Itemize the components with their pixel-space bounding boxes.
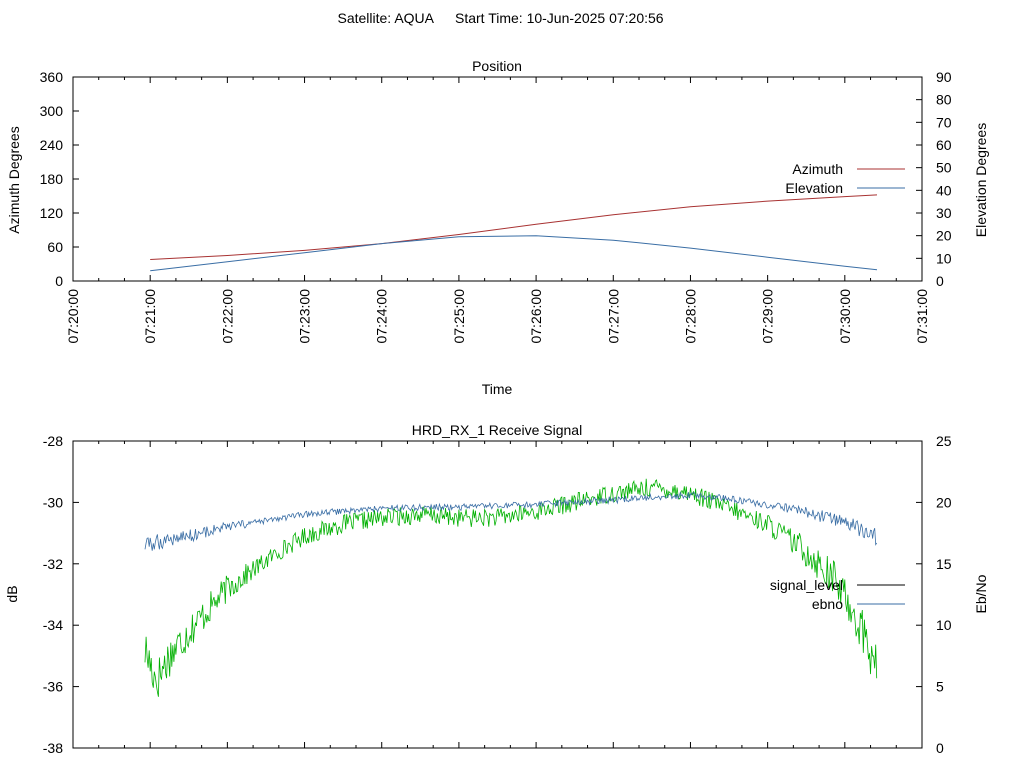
position-legend-azimuth-label: Azimuth bbox=[792, 161, 843, 177]
position-chart: Position Time Azimuth Degrees Elevation … bbox=[6, 58, 989, 397]
position-y-axis-label: Azimuth Degrees bbox=[6, 126, 22, 233]
position-x-tick-label: 07:22:00 bbox=[219, 289, 235, 344]
position-x-tick-label: 07:21:00 bbox=[142, 289, 158, 344]
signal-y2-tick-label: 20 bbox=[936, 494, 952, 510]
signal-y-tick-label: -28 bbox=[43, 433, 63, 449]
position-y2-tick-label: 80 bbox=[936, 92, 952, 108]
signal-series-ebno-line bbox=[144, 491, 878, 551]
position-x-tick-label: 07:29:00 bbox=[760, 289, 776, 344]
position-x-tick-label: 07:24:00 bbox=[374, 289, 390, 344]
signal-y2-tick-label: 25 bbox=[936, 433, 952, 449]
position-chart-title: Position bbox=[472, 58, 522, 74]
position-y-tick-label: 240 bbox=[40, 137, 64, 153]
position-x-tick-label: 07:28:00 bbox=[682, 289, 698, 344]
position-y-tick-label: 60 bbox=[47, 239, 63, 255]
position-y-tick-label: 360 bbox=[40, 69, 64, 85]
position-y2-tick-label: 0 bbox=[936, 273, 944, 289]
position-plot-frame bbox=[72, 76, 923, 282]
position-y-tick-label: 0 bbox=[55, 273, 63, 289]
position-series-azimuth-line bbox=[150, 194, 878, 260]
signal-y-tick-label: -38 bbox=[43, 740, 63, 756]
signal-chart: HRD_RX_1 Receive Signal dB Eb/No -38 -36 -… bbox=[4, 422, 989, 756]
position-y-tick-label: 300 bbox=[40, 103, 64, 119]
position-y2-axis-label: Elevation Degrees bbox=[973, 123, 989, 237]
start-time-label: Start Time: 10-Jun-2025 07:20:56 bbox=[455, 10, 664, 26]
position-legend-elevation-label: Elevation bbox=[785, 180, 843, 196]
signal-series-signal-level-line bbox=[144, 478, 878, 697]
position-x-tick-label: 07:20:00 bbox=[65, 289, 81, 344]
position-x-tick-label: 07:31:00 bbox=[914, 289, 930, 344]
signal-y-tick-label: -30 bbox=[43, 494, 63, 510]
signal-y2-tick-label: 0 bbox=[936, 740, 944, 756]
signal-y-tick-label: -32 bbox=[43, 556, 63, 572]
signal-legend-signal-level-label: signal_level bbox=[770, 577, 843, 593]
position-x-axis-label: Time bbox=[482, 381, 513, 397]
signal-y2-tick-label: 10 bbox=[936, 617, 952, 633]
position-y2-tick-label: 40 bbox=[936, 182, 952, 198]
signal-y-tick-label: -34 bbox=[43, 617, 63, 633]
position-x-tick-label: 07:30:00 bbox=[837, 289, 853, 344]
position-series-elevation-line bbox=[150, 235, 878, 272]
position-y2-tick-label: 50 bbox=[936, 160, 952, 176]
signal-plot-frame bbox=[72, 440, 923, 749]
position-y-tick-label: 180 bbox=[40, 171, 64, 187]
position-x-tick-label: 07:26:00 bbox=[528, 289, 544, 344]
position-y2-tick-label: 10 bbox=[936, 250, 952, 266]
satellite-label: Satellite: AQUA bbox=[338, 10, 435, 26]
position-y2-tick-label: 70 bbox=[936, 114, 952, 130]
position-y2-tick-label: 20 bbox=[936, 228, 952, 244]
signal-y2-axis-label: Eb/No bbox=[973, 574, 989, 613]
position-y2-tick-label: 90 bbox=[936, 69, 952, 85]
signal-y2-tick-label: 5 bbox=[936, 679, 944, 695]
signal-chart-title: HRD_RX_1 Receive Signal bbox=[412, 422, 582, 438]
signal-y-axis-label: dB bbox=[4, 585, 20, 602]
position-y-tick-label: 120 bbox=[40, 205, 64, 221]
signal-y-tick-label: -36 bbox=[43, 679, 63, 695]
position-y2-tick-label: 60 bbox=[936, 137, 952, 153]
position-x-tick-label: 07:25:00 bbox=[451, 289, 467, 344]
signal-y2-tick-label: 15 bbox=[936, 556, 952, 572]
position-x-tick-label: 07:23:00 bbox=[297, 289, 313, 344]
signal-legend-ebno-label: ebno bbox=[812, 596, 843, 612]
position-x-tick-label: 07:27:00 bbox=[605, 289, 621, 344]
position-y2-tick-label: 30 bbox=[936, 205, 952, 221]
